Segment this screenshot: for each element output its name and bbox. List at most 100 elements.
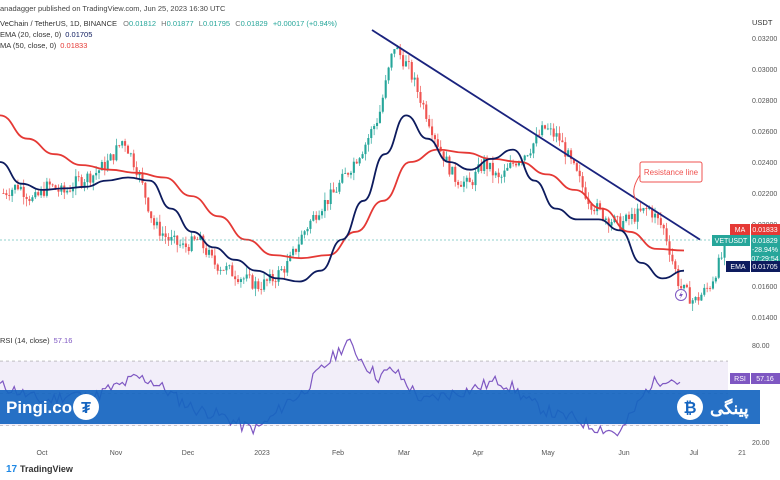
time-tick-label: Jul xyxy=(690,450,699,457)
symbol-tag-change: -28.94% xyxy=(752,247,778,254)
candle-body xyxy=(393,49,396,54)
ma-line xyxy=(0,114,685,260)
candle-body xyxy=(419,91,422,103)
candle-body xyxy=(711,281,715,289)
rsi-tag-value-bg xyxy=(751,373,780,384)
candle-body xyxy=(682,284,686,289)
ohlc-change: +0.00017 (+0.94%) xyxy=(273,19,338,28)
candle-body xyxy=(561,140,564,143)
candle-body xyxy=(546,128,549,130)
candle-body xyxy=(124,141,127,146)
tether-glyph: ₮ xyxy=(81,400,91,417)
symbol-tag-value: 0.01829 xyxy=(752,238,777,245)
candle-body xyxy=(402,55,405,67)
ma-legend: MA (50, close, 0) 0.01833 xyxy=(0,41,87,50)
candle-body xyxy=(465,177,468,182)
candle-body xyxy=(457,181,460,185)
candle-body xyxy=(260,289,263,290)
candle-body xyxy=(509,162,512,168)
price-tick-label: 0.02200 xyxy=(752,191,777,198)
candle-body xyxy=(399,47,402,56)
candle-body xyxy=(92,175,95,183)
candle-body xyxy=(280,269,283,271)
resistance-arrow xyxy=(633,174,641,201)
candle-body xyxy=(190,236,193,252)
candle-body xyxy=(69,190,72,192)
ma-tag-label-bg xyxy=(730,224,750,235)
candle-body xyxy=(662,224,665,229)
candle-body xyxy=(213,255,216,265)
candle-body xyxy=(674,261,677,269)
candle-body xyxy=(671,254,674,262)
ema-tag-value: 0.01705 xyxy=(752,264,777,271)
candle-body xyxy=(306,228,309,232)
candle-body xyxy=(431,126,434,136)
candle-body xyxy=(538,134,541,136)
currency-label: USDT xyxy=(752,18,773,27)
candle-body xyxy=(150,211,153,219)
candle-body xyxy=(468,177,471,183)
candle-body xyxy=(268,274,271,281)
time-tick-label: 2023 xyxy=(254,450,270,457)
rsi-legend-value: 57.16 xyxy=(54,336,73,345)
symbol-tag-label-bg xyxy=(712,235,750,246)
candle-body xyxy=(633,213,636,222)
candle-body xyxy=(659,218,662,225)
candle-body xyxy=(51,184,54,186)
resistance-trendline xyxy=(371,29,701,241)
candle-body xyxy=(575,163,578,171)
candle-body xyxy=(77,176,80,178)
candle-body xyxy=(323,199,326,212)
candle-body xyxy=(558,133,561,141)
candle-body xyxy=(274,281,277,283)
candle-body xyxy=(37,192,40,196)
price-axis: 0.03200 0.03000 0.02800 0.02600 0.02400 0.022… xyxy=(752,36,777,322)
price-tick-label: 0.02600 xyxy=(752,129,777,136)
ohlc-high: 0.01877 xyxy=(167,19,194,28)
time-tick-label: Jun xyxy=(618,450,629,457)
candle-body xyxy=(555,133,558,137)
candle-body xyxy=(103,161,106,170)
ema-line xyxy=(0,114,685,283)
candle-body xyxy=(138,172,141,176)
candle-body xyxy=(86,173,89,183)
candle-body xyxy=(222,269,225,271)
ma-tag-label: MA xyxy=(735,227,746,234)
candle-body xyxy=(326,199,329,205)
candle-body xyxy=(720,257,723,259)
candle-body xyxy=(416,77,419,92)
ohlc-open: 0.01812 xyxy=(129,19,156,28)
candle-body xyxy=(552,128,555,137)
candle-body xyxy=(535,134,538,144)
candle-body xyxy=(642,208,645,211)
candle-body xyxy=(607,218,610,226)
candle-body xyxy=(587,198,590,205)
ohlc-close: 0.01829 xyxy=(241,19,268,28)
candle-body xyxy=(97,170,101,173)
candle-body xyxy=(723,243,726,258)
time-tick-label: Nov xyxy=(110,450,123,457)
candle-body xyxy=(118,145,121,147)
candle-body xyxy=(497,172,500,178)
published-text: anadagger published on TradingView.com, … xyxy=(0,4,226,13)
ma-tag-value: 0.01833 xyxy=(752,227,777,234)
candle-body xyxy=(500,176,503,178)
candle-body xyxy=(164,233,167,238)
candle-body xyxy=(161,233,164,236)
candle-body xyxy=(373,125,376,130)
ma-tag-value-bg xyxy=(751,224,780,235)
candle-body xyxy=(604,218,607,221)
candle-body xyxy=(170,236,173,241)
price-tick-label: 0.03000 xyxy=(752,67,777,74)
candle-body xyxy=(639,208,642,211)
candle-body xyxy=(332,189,335,193)
candle-body xyxy=(318,215,321,220)
candle-body xyxy=(329,189,332,205)
candle-body xyxy=(66,190,69,193)
candle-body xyxy=(483,157,486,171)
ema-tag-value-bg xyxy=(751,261,780,272)
candle-body xyxy=(709,288,712,289)
candle-body xyxy=(300,234,303,245)
candle-body xyxy=(352,161,355,173)
